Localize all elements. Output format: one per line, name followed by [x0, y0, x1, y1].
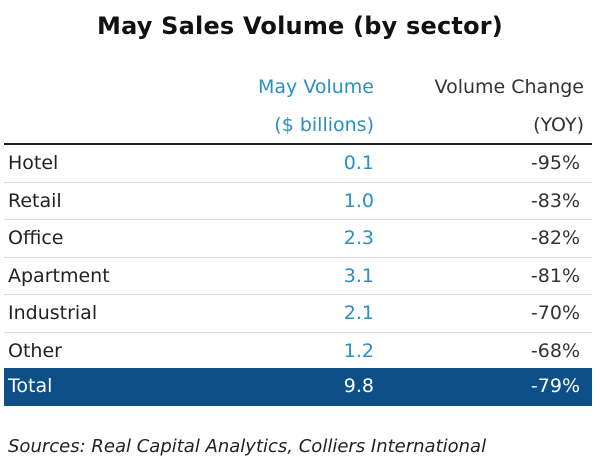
volume-cell: 3.1: [343, 264, 374, 287]
sector-cell: Office: [8, 227, 64, 249]
table-row: Industrial 2.1 -70%: [4, 295, 592, 333]
change-column-unit: (YOY): [533, 114, 584, 136]
table-row: Apartment 3.1 -81%: [4, 258, 592, 295]
change-column-header: Volume Change: [434, 76, 584, 98]
change-cell: -82%: [530, 227, 580, 249]
change-cell: -70%: [530, 302, 580, 324]
table-row: Office 2.3 -82%: [4, 220, 592, 258]
change-cell: -83%: [530, 189, 580, 212]
sector-cell: Industrial: [8, 302, 98, 324]
change-cell: -68%: [530, 339, 580, 362]
sector-cell: Hotel: [8, 152, 59, 174]
table-row: Other 1.2 -68%: [4, 333, 592, 370]
volume-column-unit: ($ billions): [274, 114, 374, 136]
change-cell: -81%: [530, 264, 580, 287]
total-volume: 9.8: [343, 375, 374, 397]
volume-cell: 1.2: [343, 339, 374, 362]
volume-cell: 0.1: [343, 152, 374, 174]
table-row: Hotel 0.1 -95%: [4, 145, 592, 183]
sector-cell: Other: [8, 339, 62, 362]
volume-cell: 2.1: [343, 302, 374, 324]
table-title: May Sales Volume (by sector): [97, 12, 503, 40]
volume-cell: 2.3: [343, 227, 374, 249]
total-row: Total 9.8 -79%: [4, 368, 592, 406]
volume-cell: 1.0: [343, 189, 374, 212]
source-note: Sources: Real Capital Analytics, Collier…: [8, 436, 487, 457]
table-row: Retail 1.0 -83%: [4, 183, 592, 220]
sector-cell: Apartment: [8, 264, 110, 287]
sector-cell: Retail: [8, 189, 62, 212]
volume-column-header: May Volume: [258, 76, 374, 98]
total-label: Total: [8, 375, 53, 397]
table-body: Hotel 0.1 -95% Retail 1.0 -83% Office 2.…: [4, 145, 592, 370]
change-cell: -95%: [530, 152, 580, 174]
header-divider: [4, 143, 592, 145]
total-change: -79%: [530, 375, 580, 397]
